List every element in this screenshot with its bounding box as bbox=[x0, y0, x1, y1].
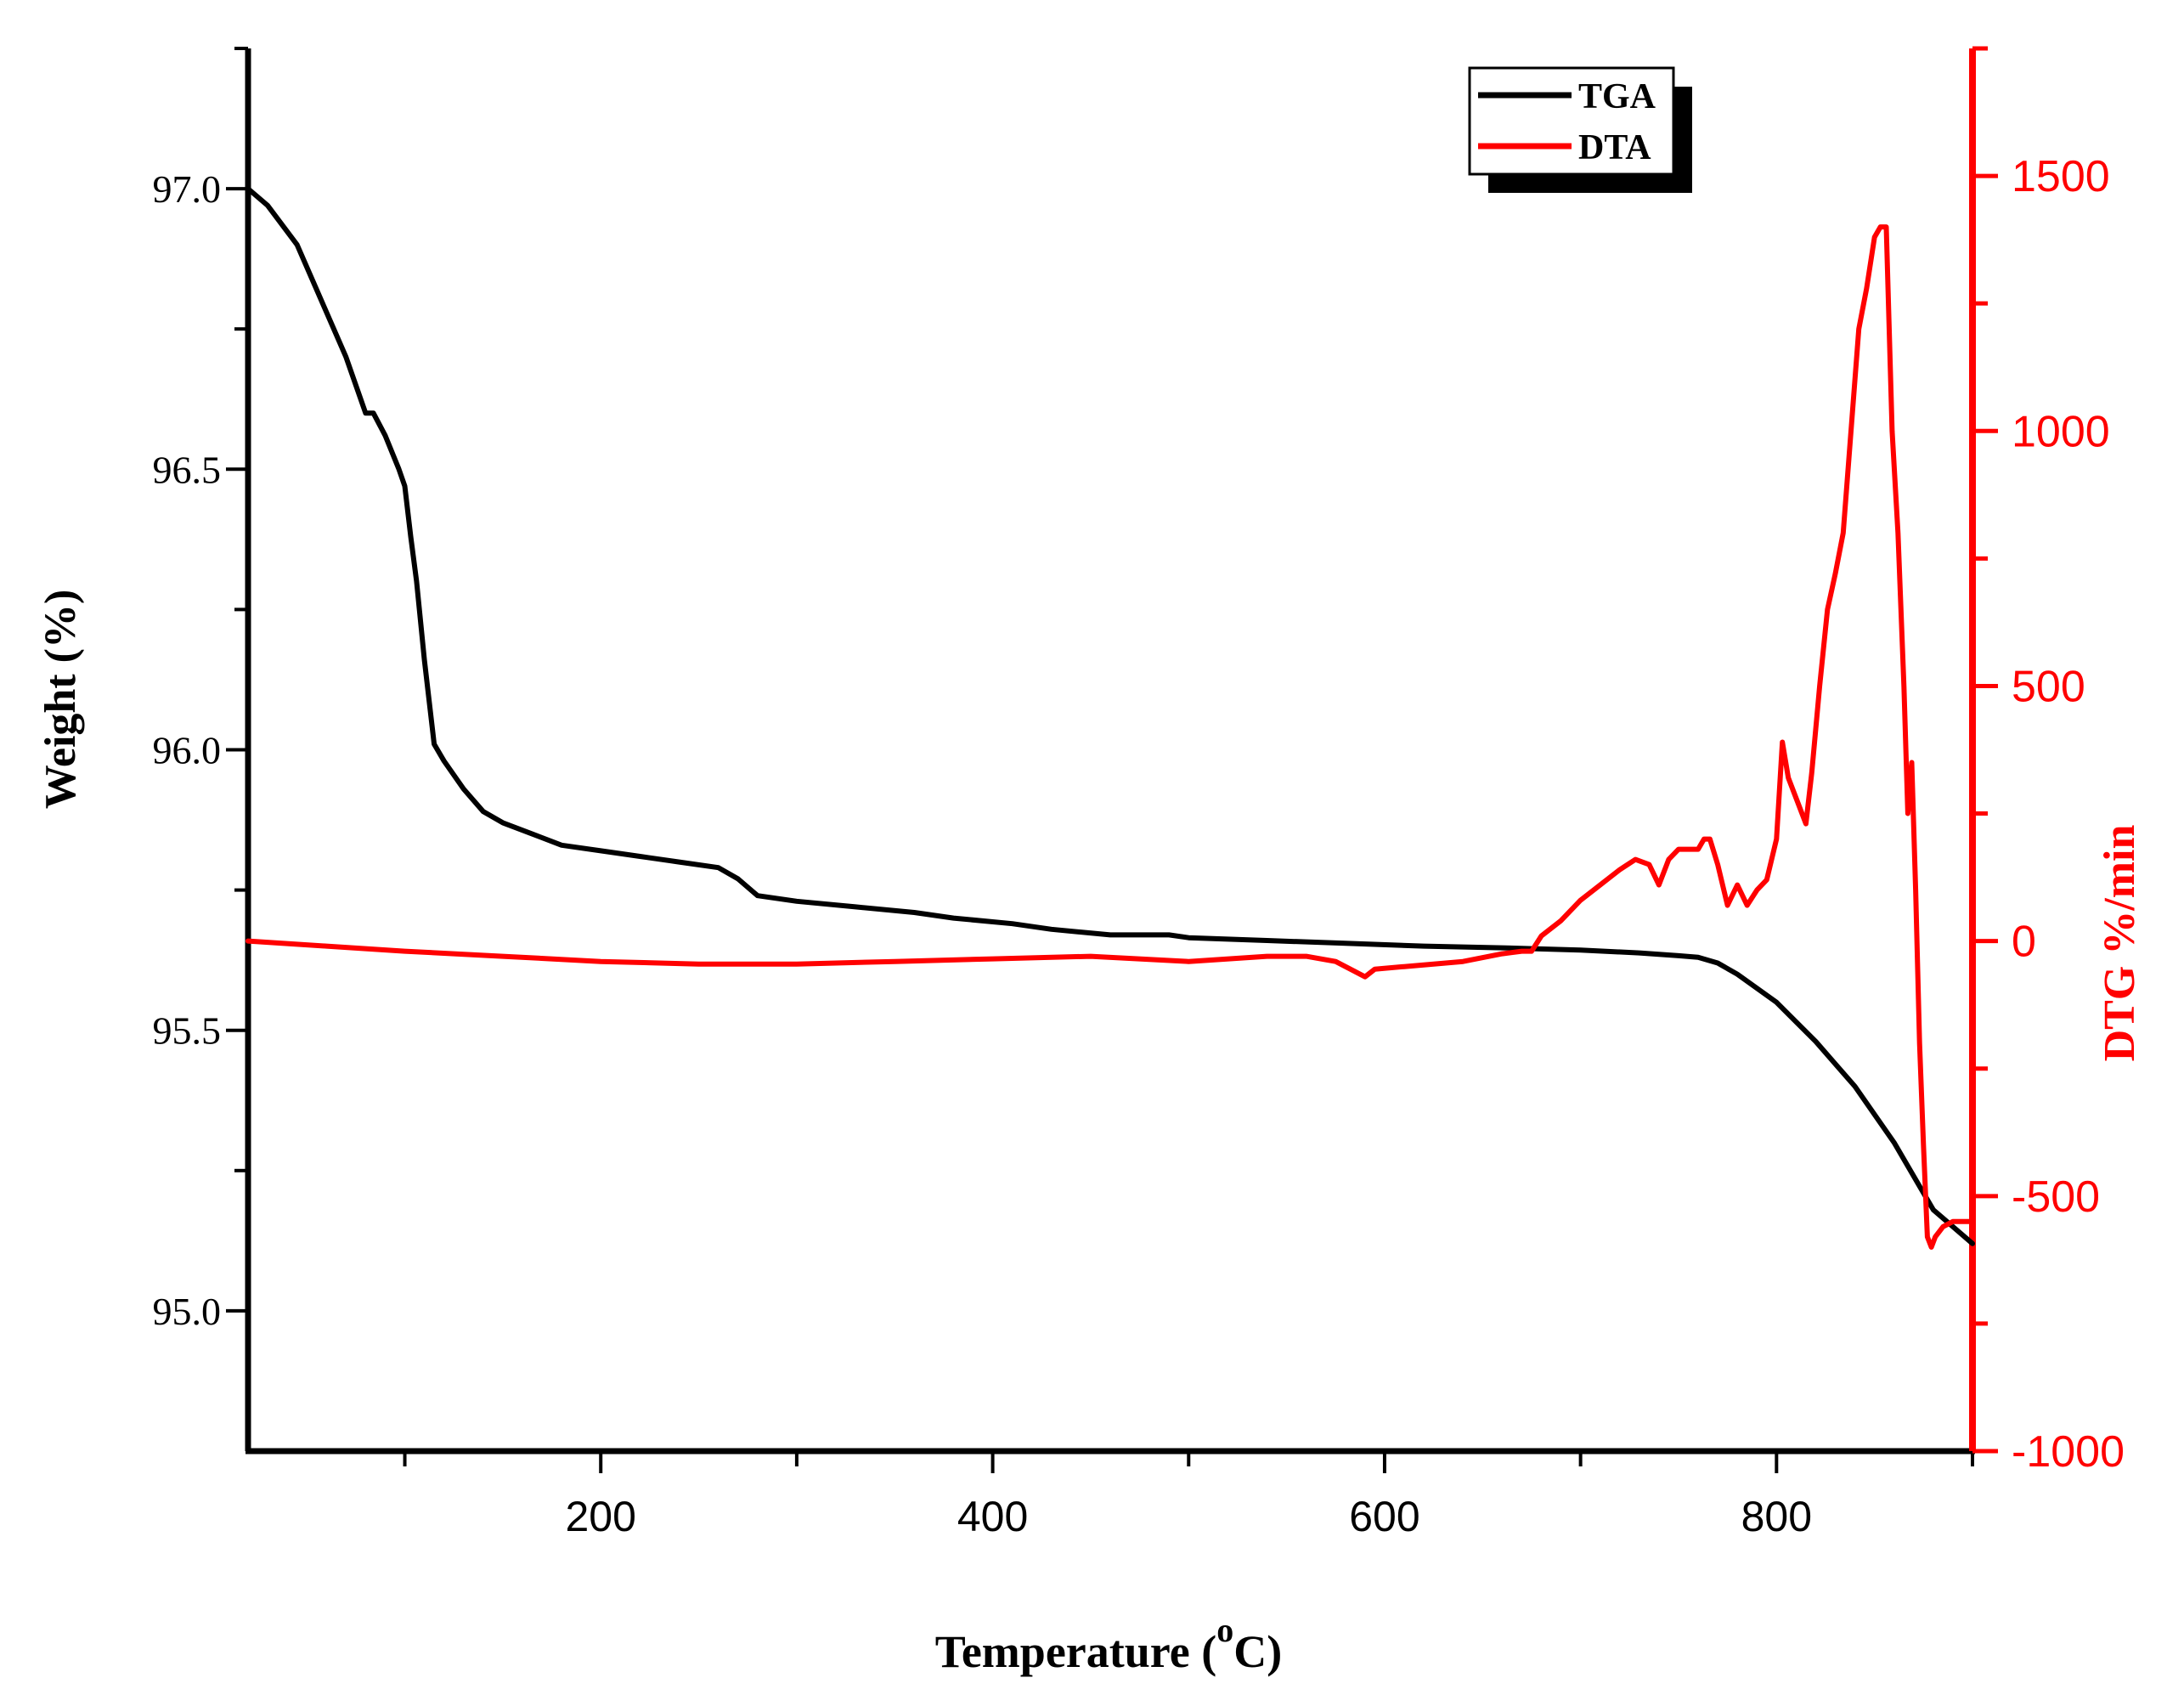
y-right-tick-label: -500 bbox=[2012, 1172, 2100, 1222]
y-left-tick-label: 96.0 bbox=[153, 729, 222, 772]
y-right-tick-label: 500 bbox=[2012, 662, 2085, 711]
y-left-tick-label: 95.0 bbox=[153, 1290, 222, 1333]
x-axis-label-main: Temperature ( bbox=[935, 1626, 1216, 1677]
series-line-tga bbox=[245, 186, 1975, 1246]
y-axis-right-label: DTG %/min bbox=[2096, 825, 2144, 1062]
x-axis-label-superscript: o bbox=[1216, 1611, 1233, 1649]
series-layer bbox=[245, 186, 1975, 1250]
y-left-tick-label: 96.5 bbox=[153, 448, 222, 491]
legend-box bbox=[1468, 66, 1675, 176]
legend-label-dta: DTA bbox=[1578, 128, 1651, 167]
y-right-tick-label: 0 bbox=[2012, 918, 2036, 967]
y-right-tick-label: -1000 bbox=[2012, 1427, 2125, 1477]
axes-layer: 200 400 600 800 95.0 95.5 96.0 96.5 97.0 -1000 -50… bbox=[153, 46, 2125, 1540]
legend: TGA DTA bbox=[1468, 66, 1692, 193]
y-axis-left-label: Weight (%) bbox=[37, 590, 85, 810]
series-line-dta bbox=[245, 224, 1975, 1250]
x-axis-label: Temperature (oC) bbox=[935, 1611, 1282, 1677]
x-tick-label: 400 bbox=[957, 1493, 1028, 1540]
x-tick-label: 800 bbox=[1741, 1493, 1812, 1540]
x-axis-label-suffix: C) bbox=[1233, 1626, 1282, 1677]
x-tick-label: 600 bbox=[1349, 1493, 1419, 1540]
legend-label-tga: TGA bbox=[1578, 77, 1656, 116]
y-left-tick-label: 97.0 bbox=[153, 167, 222, 211]
y-left-tick-label: 95.5 bbox=[153, 1009, 222, 1053]
x-tick-label: 200 bbox=[566, 1493, 636, 1540]
y-right-tick-label: 1000 bbox=[2012, 407, 2110, 456]
y-right-tick-label: 1500 bbox=[2012, 152, 2110, 201]
